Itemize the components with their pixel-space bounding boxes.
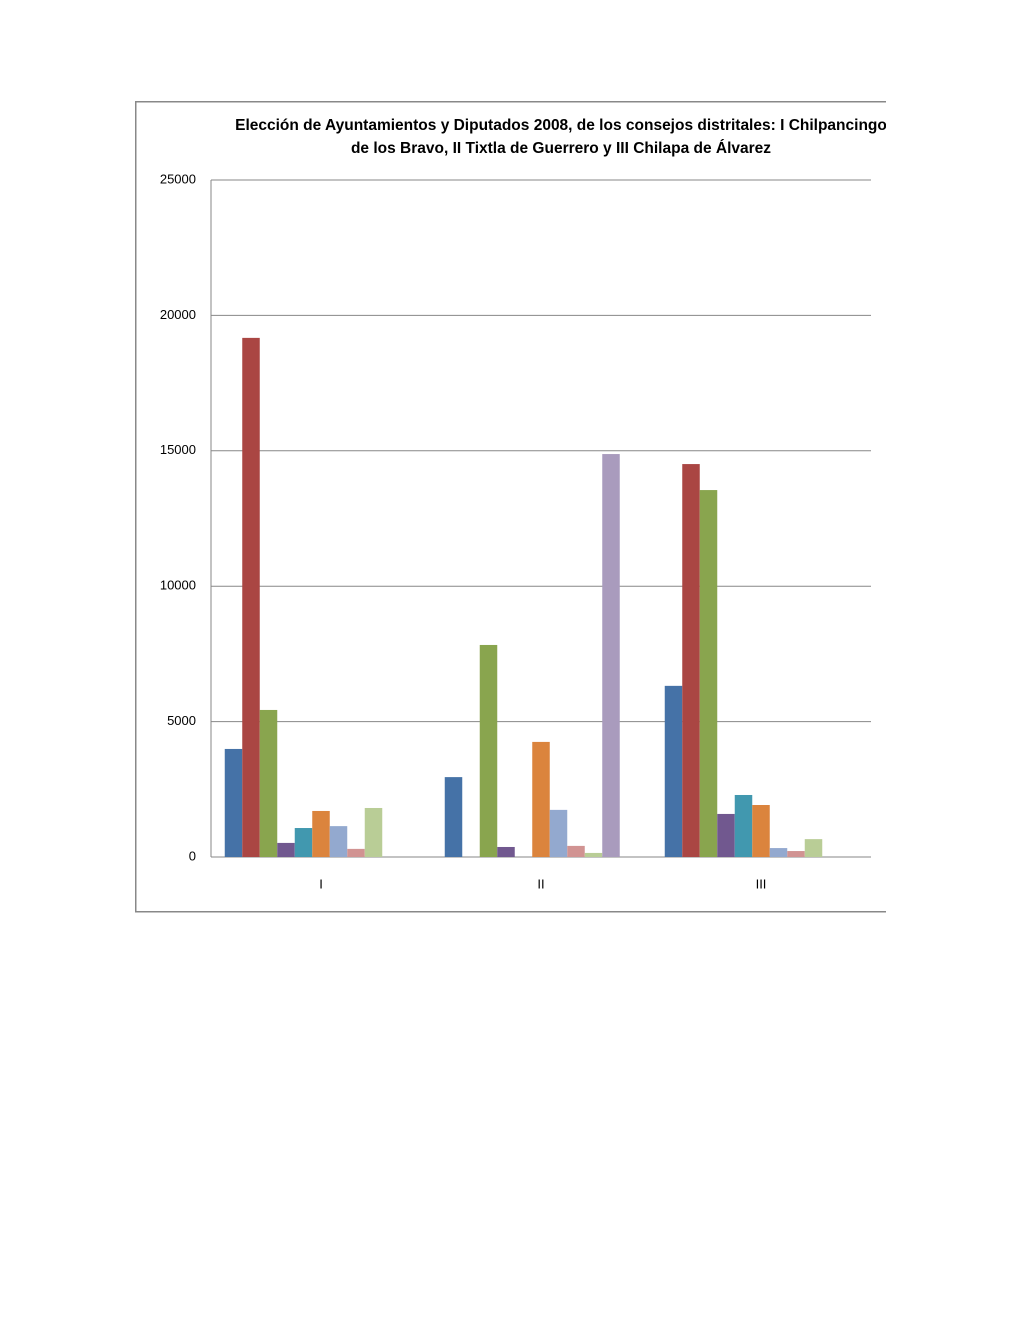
y-tick-label: 5000 <box>167 713 196 728</box>
chart-title: de los Bravo, II Tixtla de Guerrero y II… <box>351 140 771 157</box>
bar <box>364 807 383 857</box>
bar <box>682 464 700 857</box>
bar <box>584 852 603 857</box>
x-tick-label: III <box>756 876 767 891</box>
y-tick-label: 25000 <box>160 171 196 186</box>
bar <box>804 839 823 857</box>
x-tick-label: I <box>319 876 323 891</box>
bar <box>752 805 770 857</box>
bar <box>699 490 718 857</box>
y-tick-label: 15000 <box>160 442 196 457</box>
y-tick-label: 10000 <box>160 578 196 593</box>
y-tick-label: 0 <box>189 848 196 863</box>
y-tick-label: 20000 <box>160 307 196 322</box>
bar <box>717 813 735 857</box>
bar <box>242 337 260 857</box>
bar <box>329 826 348 857</box>
bar <box>224 748 243 857</box>
chart: Elección de Ayuntamientos y Diputados 20… <box>135 101 887 913</box>
bar <box>312 810 330 857</box>
bar <box>444 777 463 857</box>
bar <box>664 685 683 857</box>
bar <box>347 848 365 857</box>
bar <box>479 644 498 857</box>
chart-title: Elección de Ayuntamientos y Diputados 20… <box>235 117 887 134</box>
bar <box>769 848 788 857</box>
bar <box>294 828 313 857</box>
bar <box>567 845 585 857</box>
bar <box>532 741 550 857</box>
bar <box>602 454 620 857</box>
bar <box>734 794 753 857</box>
bar <box>277 842 295 857</box>
bar <box>259 709 278 857</box>
bar <box>497 846 515 857</box>
bar <box>787 851 805 857</box>
bar <box>549 809 568 857</box>
x-tick-label: II <box>537 876 544 891</box>
